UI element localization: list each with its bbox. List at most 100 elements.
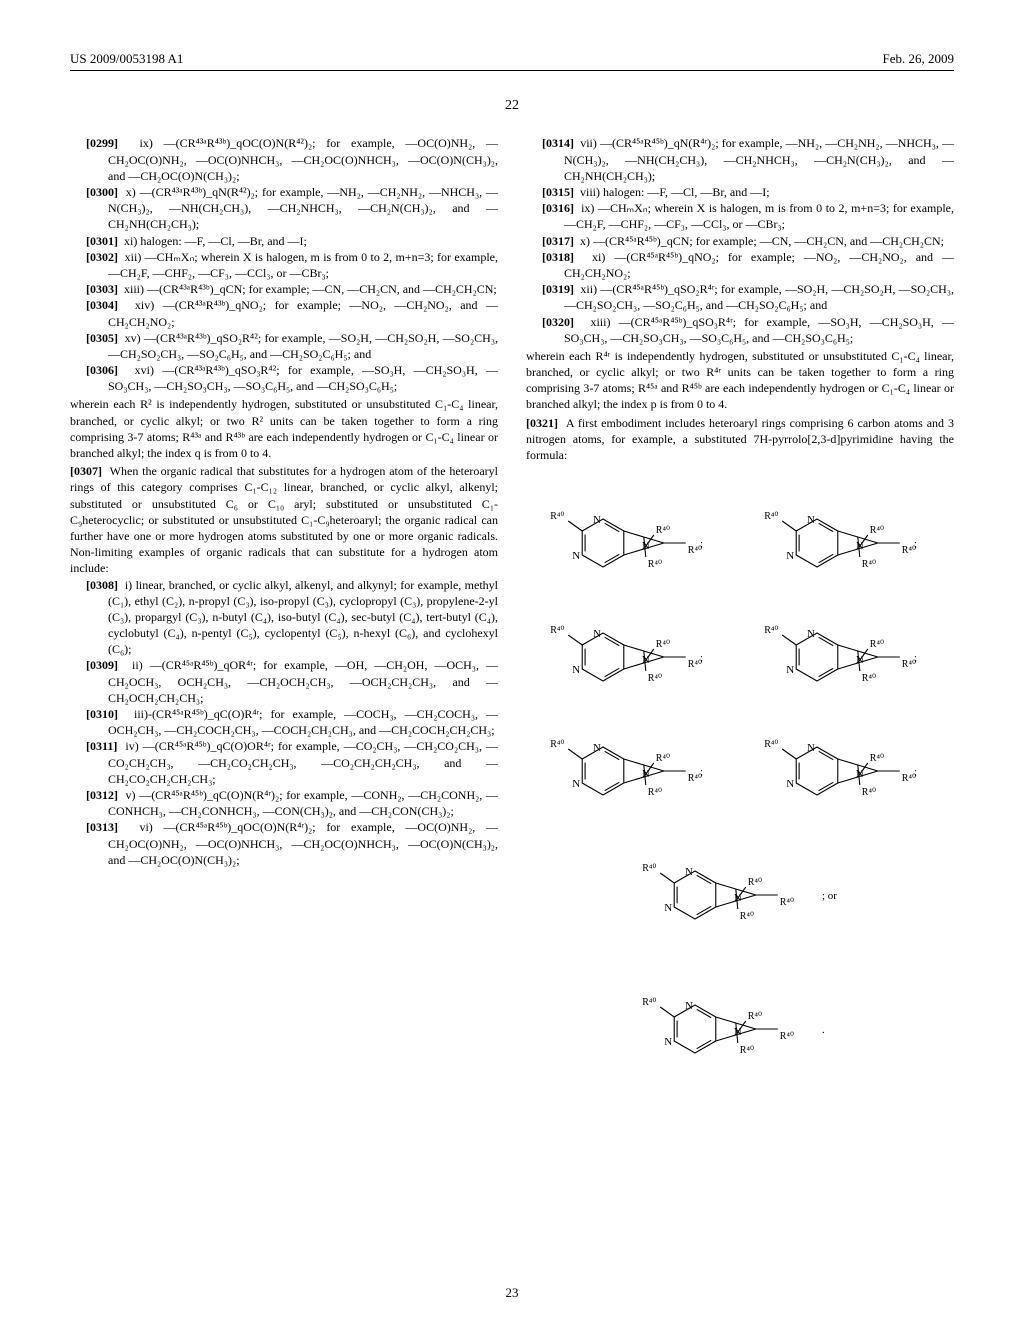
item-text: —(CR⁴³ᵃR⁴³ᵇ)_qNO₂; for example; —NO₂, —C… [108, 298, 498, 328]
item-text: —CHₘXₙ; wherein X is halogen, m is from … [108, 250, 498, 280]
item-0313: [0313] vi) —(CR⁴⁵ᵃR⁴⁵ᵇ)_qOC(O)N(R⁴ʳ)₂; f… [70, 819, 498, 868]
roman: viii) [580, 185, 600, 199]
item-0299: [0299] ix) —(CR⁴³ᵃR⁴³ᵇ)_qOC(O)N(R⁴²)₂; f… [70, 135, 498, 184]
item-text: linear, branched, or cyclic alkyl, alken… [108, 578, 498, 657]
svg-text:R⁴⁰: R⁴⁰ [870, 639, 884, 650]
para-num: [0317] [542, 234, 574, 248]
item-0308: [0308] i) linear, branched, or cyclic al… [70, 577, 498, 658]
svg-text:N: N [572, 664, 580, 676]
svg-text:R⁴⁰: R⁴⁰ [764, 511, 778, 522]
roman: vi) [139, 820, 152, 834]
roman: ix) [140, 136, 153, 150]
roman: xi) [124, 234, 137, 248]
roman: xii) [125, 250, 142, 264]
item-text: —(CR⁴⁵ᵃR⁴⁵ᵇ)_qSO₃R⁴ʳ; for example, —SO₃H… [564, 315, 954, 345]
para-num: [0302] [86, 250, 118, 264]
svg-text:N: N [593, 514, 601, 526]
para-text: A first embodiment includes heteroaryl r… [526, 416, 954, 462]
para-0307: [0307] When the organic radical that sub… [70, 463, 498, 576]
para-num: [0313] [86, 820, 118, 834]
doc-id: US 2009/0053198 A1 [70, 50, 183, 68]
svg-text:R⁴⁰: R⁴⁰ [870, 525, 884, 536]
para-num: [0320] [542, 315, 574, 329]
roman: v) [125, 788, 135, 802]
item-text: (CR⁴⁵ᵃR⁴⁵ᵇ)_qC(O)R⁴ʳ; for example, —COCH… [108, 707, 498, 737]
item-0309: [0309] ii) —(CR⁴⁵ᵃR⁴⁵ᵇ)_qOR⁴ʳ; for examp… [70, 657, 498, 706]
para-num: [0312] [86, 788, 118, 802]
svg-text:R⁴⁰: R⁴⁰ [780, 1031, 794, 1042]
item-0316: [0316] ix) —CHₘXₙ; wherein X is halogen,… [526, 200, 954, 232]
svg-text:N: N [572, 778, 580, 790]
item-0315: [0315] viii) halogen: —F, —Cl, —Br, and … [526, 184, 954, 200]
item-0301: [0301] xi) halogen: —F, —Cl, —Br, and —I… [70, 233, 498, 249]
item-0319: [0319] xii) —(CR⁴⁵ᵃR⁴⁵ᵇ)_qSO₂R⁴ʳ; for ex… [526, 281, 954, 313]
item-0314: [0314] vii) —(CR⁴⁵ᵃR⁴⁵ᵇ)_qN(R⁴ʳ)₂; for e… [526, 135, 954, 184]
svg-text:N: N [807, 742, 815, 754]
chemical-structures: N N N R⁴⁰ R⁴⁰ R⁴⁰ R⁴⁰; N N N R⁴⁰ R⁴⁰ R⁴⁰ R⁴⁰; N N N R⁴⁰… [526, 493, 954, 1109]
svg-text:N: N [685, 1000, 693, 1012]
item-text: halogen: —F, —Cl, —Br, and —I; [140, 234, 307, 248]
svg-text:N: N [807, 514, 815, 526]
item-0305: [0305] xv) —(CR⁴³ᵃR⁴³ᵇ)_qSO₂R⁴²; for exa… [70, 330, 498, 362]
para-num: [0308] [86, 578, 118, 592]
svg-text:N: N [572, 550, 580, 562]
svg-text:N: N [593, 742, 601, 754]
para-num: [0306] [86, 363, 118, 377]
svg-text:;: ; [914, 652, 917, 664]
item-text: —(CR⁴³ᵃR⁴³ᵇ)_qSO₂R⁴²; for example, —SO₂H… [108, 331, 498, 361]
item-0302: [0302] xii) —CHₘXₙ; wherein X is halogen… [70, 249, 498, 281]
roman: xiv) [135, 298, 154, 312]
wherein-text-2: wherein each R⁴ʳ is independently hydrog… [526, 348, 954, 413]
svg-text:R⁴⁰: R⁴⁰ [748, 877, 762, 888]
item-text: —(CR⁴³ᵃR⁴³ᵇ)_qOC(O)N(R⁴²)₂; for example,… [108, 136, 498, 182]
page-header: US 2009/0053198 A1 Feb. 26, 2009 [70, 50, 954, 71]
footer-page-number: 23 [0, 1284, 1024, 1302]
structure-5: NNNR⁴⁰R⁴⁰R⁴⁰R⁴⁰; [548, 721, 718, 821]
item-text: —(CR⁴⁵ᵃR⁴⁵ᵇ)_qN(R⁴ʳ)₂; for example, —NH₂… [564, 136, 954, 182]
svg-text:; or: ; or [822, 890, 837, 902]
roman: xi) [592, 250, 605, 264]
svg-text:R⁴⁰: R⁴⁰ [550, 511, 564, 522]
svg-text:N: N [664, 1036, 672, 1048]
item-0310: [0310] iii)-(CR⁴⁵ᵃR⁴⁵ᵇ)_qC(O)R⁴ʳ; for ex… [70, 706, 498, 738]
svg-text:R⁴⁰: R⁴⁰ [550, 739, 564, 750]
svg-text:R⁴⁰: R⁴⁰ [656, 753, 670, 764]
structure-8: NNNR⁴⁰R⁴⁰R⁴⁰R⁴⁰. [640, 969, 840, 1089]
item-text: —CHₘXₙ; wherein X is halogen, m is from … [564, 201, 954, 231]
svg-text:R⁴⁰: R⁴⁰ [862, 787, 876, 798]
item-text: —(CR⁴³ᵃR⁴³ᵇ)_qSO₃R⁴²; for example, —SO₃H… [108, 363, 498, 393]
page-number: 22 [70, 97, 954, 116]
structure-6: NNNR⁴⁰R⁴⁰R⁴⁰R⁴⁰; [762, 721, 932, 821]
para-num: [0303] [86, 282, 118, 296]
item-text: —(CR⁴⁵ᵃR⁴⁵ᵇ)_qC(O)N(R⁴ʳ)₂; for example, … [108, 788, 498, 818]
roman: ii) [132, 658, 143, 672]
svg-text:R⁴⁰: R⁴⁰ [740, 911, 754, 922]
para-num: [0311] [86, 739, 117, 753]
item-0303: [0303] xiii) —(CR⁴³ᵃR⁴³ᵇ)_qCN; for examp… [70, 281, 498, 297]
para-num: [0321] [526, 416, 558, 430]
item-text: —(CR⁴⁵ᵃR⁴⁵ᵇ)_qCN; for example; —CN, —CH₂… [593, 234, 944, 248]
svg-text:;: ; [700, 652, 703, 664]
item-text: —(CR⁴³ᵃR⁴³ᵇ)_qN(R⁴²)₂; for example, —NH₂… [108, 185, 498, 231]
svg-text:;: ; [914, 766, 917, 778]
structure-2: NNNR⁴⁰R⁴⁰R⁴⁰R⁴⁰; [762, 493, 932, 593]
para-num: [0315] [542, 185, 574, 199]
wherein-text-1: wherein each R² is independently hydroge… [70, 396, 498, 461]
left-column: [0299] ix) —(CR⁴³ᵃR⁴³ᵇ)_qOC(O)N(R⁴²)₂; f… [70, 135, 498, 1109]
item-text: —(CR⁴³ᵃR⁴³ᵇ)_qCN; for example; —CN, —CH₂… [147, 282, 497, 296]
para-text: When the organic radical that substitute… [70, 464, 498, 575]
structure-1: NNNR⁴⁰R⁴⁰R⁴⁰R⁴⁰; [548, 493, 718, 593]
para-num: [0310] [86, 707, 118, 721]
roman: i) [125, 578, 132, 592]
svg-text:N: N [786, 550, 794, 562]
svg-text:N: N [593, 628, 601, 640]
para-num: [0318] [542, 250, 574, 264]
svg-text:R⁴⁰: R⁴⁰ [642, 863, 656, 874]
svg-text:R⁴⁰: R⁴⁰ [862, 673, 876, 684]
para-num: [0305] [86, 331, 118, 345]
svg-text:R⁴⁰: R⁴⁰ [764, 625, 778, 636]
svg-text:R⁴⁰: R⁴⁰ [656, 639, 670, 650]
right-column: [0314] vii) —(CR⁴⁵ᵃR⁴⁵ᵇ)_qN(R⁴ʳ)₂; for e… [526, 135, 954, 1109]
structure-7: NNNR⁴⁰R⁴⁰R⁴⁰R⁴⁰; or [640, 835, 840, 955]
svg-text:N: N [786, 778, 794, 790]
